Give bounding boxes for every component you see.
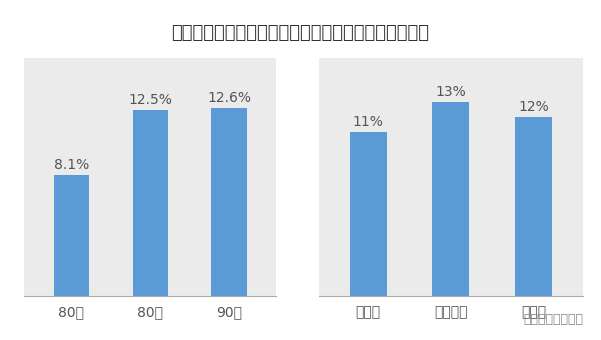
Text: 12.6%: 12.6%: [207, 91, 251, 105]
Text: 11%: 11%: [353, 115, 383, 129]
Bar: [132, 110, 168, 296]
Text: 12.5%: 12.5%: [128, 93, 172, 107]
Text: 12%: 12%: [518, 100, 549, 114]
Bar: [350, 132, 386, 296]
Text: 8.1%: 8.1%: [53, 158, 89, 172]
Text: 图：买房前租住的首次购房者中租住在长租公寓的占比: 图：买房前租住的首次购房者中租住在长租公寓的占比: [171, 24, 430, 42]
Text: 13%: 13%: [435, 85, 466, 99]
Bar: [53, 175, 89, 296]
Bar: [515, 117, 552, 296]
Bar: [432, 102, 469, 296]
Bar: [212, 108, 247, 296]
Text: 来源：贝壳研究院: 来源：贝壳研究院: [523, 313, 583, 326]
